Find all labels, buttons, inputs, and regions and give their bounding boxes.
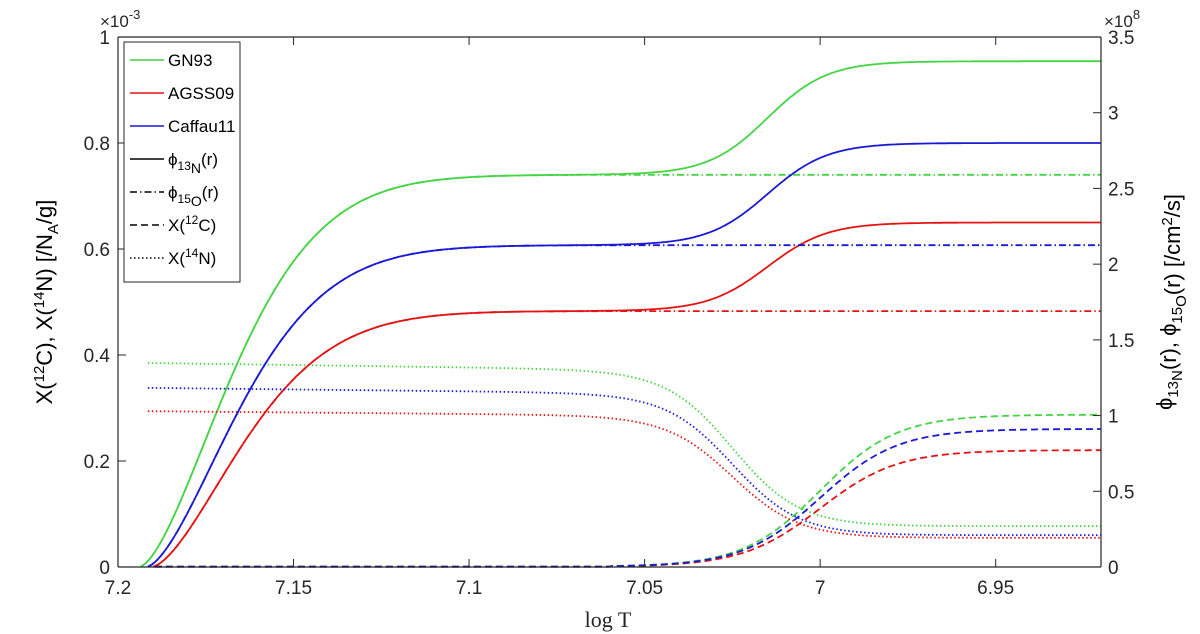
series-caffau11-x14N: [147, 387, 1101, 537]
right-axis-exponent: ×108: [1104, 7, 1140, 31]
legend-entry: ϕ15O(r): [168, 183, 219, 209]
x-axis-ticks: 7.2 7.15 7.1 7.05 7 6.95: [105, 37, 1014, 599]
y-right-tick-label: 1.5: [1108, 331, 1134, 352]
y-right-tick-label: 2: [1108, 255, 1119, 276]
y-left-tick-label: 0.6: [84, 240, 110, 261]
y-right-tick-label: 0.5: [1108, 482, 1134, 503]
y-right-tick-label: 0: [1108, 558, 1119, 579]
legend-entry: Caffau11: [168, 117, 235, 136]
y-left-tick-label: 1: [99, 28, 110, 49]
axes: [117, 36, 1102, 568]
legend-entry: X(14N): [168, 246, 216, 268]
y-right-axis-ticks: 0 0.5 1 1.5 2 2.5 3 3.5: [1093, 28, 1134, 579]
series-gn93-phi13N: [140, 60, 1101, 568]
x-tick-label: 7.1: [456, 578, 482, 599]
y-left-tick-label: 0.8: [84, 134, 110, 155]
series-agss09-x14N: [147, 410, 1101, 539]
x-tick-label: 6.95: [977, 578, 1014, 599]
x-tick-label: 7.2: [105, 578, 131, 599]
left-axis-exponent: ×10-3: [100, 7, 140, 31]
legend: GN93 AGSS09 Caffau11 ϕ13N(r) ϕ15O(r) X(12C) X(…: [123, 41, 241, 283]
y-right-tick-label: 3.5: [1108, 28, 1134, 49]
legend-entry: X(12C): [168, 213, 216, 235]
y-right-tick-label: 1: [1108, 407, 1119, 428]
x-tick-label: 7.05: [626, 578, 663, 599]
legend-entry: ϕ13N(r): [168, 150, 218, 176]
y-left-tick-label: 0: [99, 558, 110, 579]
x-tick-label: 7: [815, 578, 826, 599]
y-left-axis-ticks: 0 0.2 0.4 0.6 0.8 1: [84, 28, 126, 579]
series-agss09-phi13N: [152, 221, 1101, 568]
y-right-axis-label: ϕ13N(r), ϕ15O(r) [/cm2/s]: [1152, 194, 1190, 410]
series-gn93-x14N: [147, 362, 1101, 528]
y-right-tick-label: 3: [1108, 104, 1119, 125]
x-axis-label: log T: [585, 607, 632, 632]
y-right-tick-label: 2.5: [1108, 179, 1134, 200]
legend-entry: AGSS09: [168, 84, 234, 103]
y-left-tick-label: 0.2: [84, 452, 110, 473]
series-caffau11-phi13N: [147, 142, 1101, 568]
y-left-tick-label: 0.4: [84, 346, 111, 367]
x-tick-label: 7.15: [275, 578, 312, 599]
legend-box: [123, 41, 241, 283]
legend-entry: GN93: [168, 51, 212, 70]
y-left-axis-label: X(12C), X(14N) [/NA/g]: [31, 200, 62, 405]
